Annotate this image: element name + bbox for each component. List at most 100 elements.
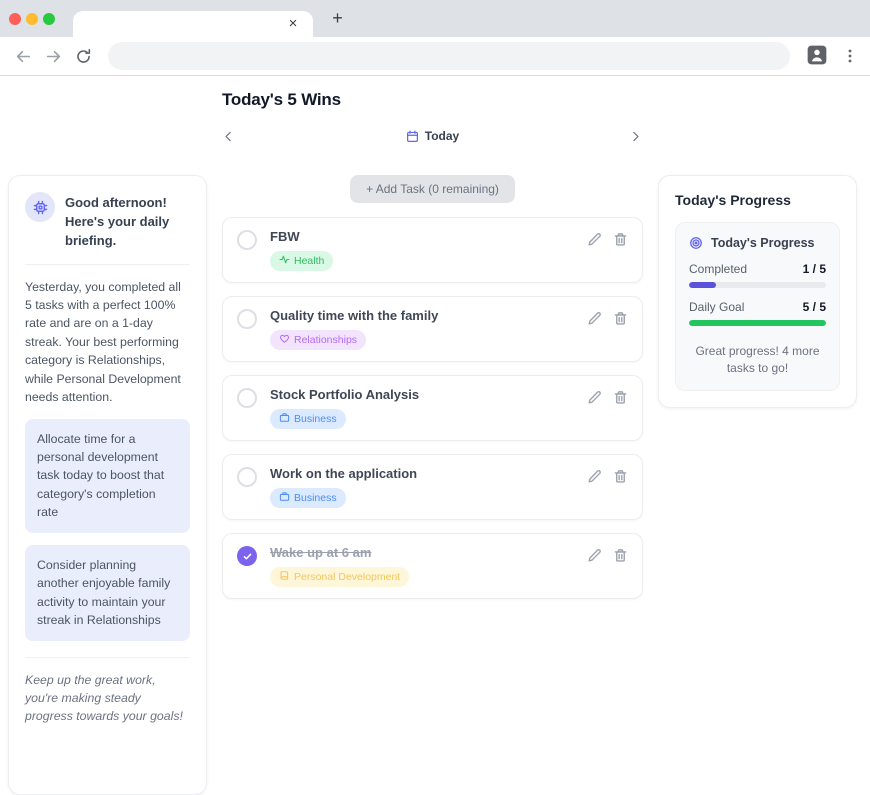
divider bbox=[25, 656, 190, 658]
task-title: Quality time with the family bbox=[270, 308, 439, 323]
task-actions bbox=[587, 308, 628, 350]
browser-tab[interactable]: × bbox=[73, 11, 313, 37]
task-main: FBW Health bbox=[270, 229, 574, 271]
add-task-row: + Add Task (0 remaining) bbox=[222, 175, 643, 203]
category-badge: Business bbox=[270, 409, 346, 429]
suggestion-card: Allocate time for a personal development… bbox=[25, 418, 190, 533]
delete-trash-icon[interactable] bbox=[613, 232, 628, 247]
progress-fill bbox=[689, 320, 826, 326]
browser-toolbar bbox=[0, 37, 870, 76]
task-main: Quality time with the family Relationshi… bbox=[270, 308, 574, 350]
target-icon bbox=[689, 236, 703, 250]
category-icon bbox=[279, 254, 290, 268]
suggestion-list: Allocate time for a personal development… bbox=[25, 418, 190, 641]
category-badge: Relationships bbox=[270, 330, 367, 350]
calendar-icon bbox=[406, 130, 419, 143]
task-main: Work on the application Business bbox=[270, 466, 574, 508]
browser-window: × + bbox=[0, 0, 870, 76]
suggestion-card: Consider planning another enjoyable fami… bbox=[25, 544, 190, 641]
task-card: Stock Portfolio Analysis Business bbox=[222, 375, 643, 441]
new-tab-button[interactable]: + bbox=[332, 8, 343, 28]
progress-card-header: Today's Progress bbox=[689, 236, 826, 250]
delete-trash-icon[interactable] bbox=[613, 311, 628, 326]
chevron-right-icon[interactable] bbox=[629, 129, 643, 143]
divider bbox=[25, 263, 190, 265]
window-maximize-button[interactable] bbox=[43, 13, 55, 25]
page-content: Today's 5 Wins Today + Add Task (0 remai… bbox=[0, 76, 870, 795]
progress-row-label: Completed bbox=[689, 262, 748, 276]
task-main: Wake up at 6 am Personal Development bbox=[270, 545, 574, 587]
tab-close-icon[interactable]: × bbox=[288, 15, 298, 32]
task-main: Stock Portfolio Analysis Business bbox=[270, 387, 574, 429]
progress-section-heading: Today's Progress bbox=[675, 192, 791, 208]
progress-row: Completed 1 / 5 bbox=[689, 262, 826, 288]
page-title: Today's 5 Wins bbox=[222, 90, 341, 109]
delete-trash-icon[interactable] bbox=[613, 390, 628, 405]
briefing-heading: Good afternoon! Here's your daily briefi… bbox=[65, 195, 170, 248]
task-checkbox[interactable] bbox=[237, 467, 257, 487]
category-icon bbox=[279, 570, 290, 584]
category-icon bbox=[279, 491, 290, 505]
progress-row-label: Daily Goal bbox=[689, 300, 745, 314]
progress-row-value: 5 / 5 bbox=[802, 300, 826, 314]
window-controls bbox=[9, 13, 55, 25]
briefing-footer-note: Keep up the great work, you're making st… bbox=[25, 672, 183, 724]
date-label: Today bbox=[424, 129, 460, 143]
task-checkbox[interactable] bbox=[237, 309, 257, 329]
category-icon bbox=[279, 412, 290, 426]
category-label: Health bbox=[294, 255, 325, 267]
delete-trash-icon[interactable] bbox=[613, 469, 628, 484]
progress-track bbox=[689, 320, 826, 326]
edit-pencil-icon[interactable] bbox=[587, 390, 602, 405]
edit-pencil-icon[interactable] bbox=[587, 232, 602, 247]
briefing-header: Good afternoon! Here's your daily briefi… bbox=[25, 192, 190, 251]
progress-row: Daily Goal 5 / 5 bbox=[689, 300, 826, 326]
back-arrow-icon[interactable] bbox=[11, 44, 35, 68]
progress-track bbox=[689, 282, 826, 288]
chevron-left-icon[interactable] bbox=[222, 129, 236, 143]
edit-pencil-icon[interactable] bbox=[587, 311, 602, 326]
profile-icon[interactable] bbox=[806, 44, 830, 68]
task-card: Quality time with the family Relationshi… bbox=[222, 296, 643, 362]
category-icon bbox=[279, 333, 290, 347]
task-title: Wake up at 6 am bbox=[270, 545, 372, 560]
task-card: Work on the application Business bbox=[222, 454, 643, 520]
task-title: FBW bbox=[270, 229, 300, 244]
window-minimize-button[interactable] bbox=[26, 13, 38, 25]
category-badge: Business bbox=[270, 488, 346, 508]
reload-icon[interactable] bbox=[71, 44, 95, 68]
date-selector[interactable]: Today bbox=[236, 129, 629, 143]
address-bar-input[interactable] bbox=[108, 42, 790, 70]
add-task-button[interactable]: + Add Task (0 remaining) bbox=[350, 175, 515, 203]
ai-chip-icon bbox=[25, 192, 55, 222]
progress-row-value: 1 / 5 bbox=[802, 262, 826, 276]
main-column: Today's 5 Wins Today + Add Task (0 remai… bbox=[222, 76, 643, 599]
progress-card: Today's Progress Completed 1 / 5 Daily G… bbox=[675, 222, 840, 391]
task-checkbox[interactable] bbox=[237, 230, 257, 250]
task-checkbox[interactable] bbox=[237, 546, 257, 566]
progress-fill bbox=[689, 282, 717, 288]
task-card: FBW Health bbox=[222, 217, 643, 283]
category-label: Relationships bbox=[294, 334, 358, 346]
category-label: Business bbox=[294, 492, 337, 504]
category-badge: Health bbox=[270, 251, 334, 271]
briefing-summary: Yesterday, you completed all 5 tasks wit… bbox=[25, 279, 181, 405]
kebab-menu-icon[interactable] bbox=[842, 44, 858, 68]
edit-pencil-icon[interactable] bbox=[587, 469, 602, 484]
task-checkbox[interactable] bbox=[237, 388, 257, 408]
task-card: Wake up at 6 am Personal Development bbox=[222, 533, 643, 599]
forward-arrow-icon[interactable] bbox=[41, 44, 65, 68]
task-actions bbox=[587, 466, 628, 508]
task-title: Work on the application bbox=[270, 466, 418, 481]
task-actions bbox=[587, 229, 628, 271]
delete-trash-icon[interactable] bbox=[613, 548, 628, 563]
window-close-button[interactable] bbox=[9, 13, 21, 25]
category-label: Personal Development bbox=[294, 571, 401, 583]
edit-pencil-icon[interactable] bbox=[587, 548, 602, 563]
task-actions bbox=[587, 545, 628, 587]
task-title: Stock Portfolio Analysis bbox=[270, 387, 420, 402]
task-actions bbox=[587, 387, 628, 429]
daily-briefing-card: Good afternoon! Here's your daily briefi… bbox=[8, 175, 207, 795]
task-list: FBW Health Quality time with the family … bbox=[222, 217, 643, 599]
progress-rows: Completed 1 / 5 Daily Goal 5 / 5 bbox=[689, 250, 826, 326]
